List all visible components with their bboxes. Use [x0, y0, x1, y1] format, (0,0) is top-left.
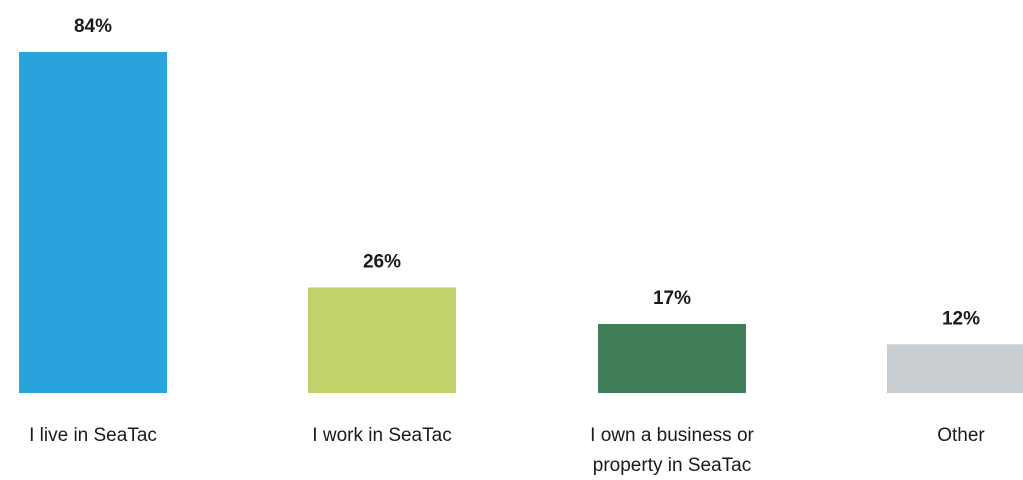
value-labels-group: 84% 26% 17% 12%	[74, 16, 980, 329]
bar-2	[308, 287, 456, 393]
category-label-1: I live in SeaTac	[29, 425, 157, 446]
category-label-3-line-1: I own a business or	[590, 425, 754, 446]
category-label-2: I work in SeaTac	[312, 425, 451, 446]
bars-group	[19, 52, 1023, 393]
bar-3	[598, 323, 746, 393]
data-label-3: 17%	[653, 288, 691, 309]
category-label-4: Other	[937, 425, 985, 446]
data-label-4: 12%	[942, 308, 980, 329]
bar-4	[887, 344, 1023, 393]
category-labels-group: I live in SeaTac I work in SeaTac I own a …	[29, 425, 985, 476]
category-label-3-line-2: property in SeaTac	[593, 455, 751, 476]
data-label-1: 84%	[74, 16, 112, 37]
bar-1	[19, 52, 167, 393]
data-label-2: 26%	[363, 251, 401, 272]
